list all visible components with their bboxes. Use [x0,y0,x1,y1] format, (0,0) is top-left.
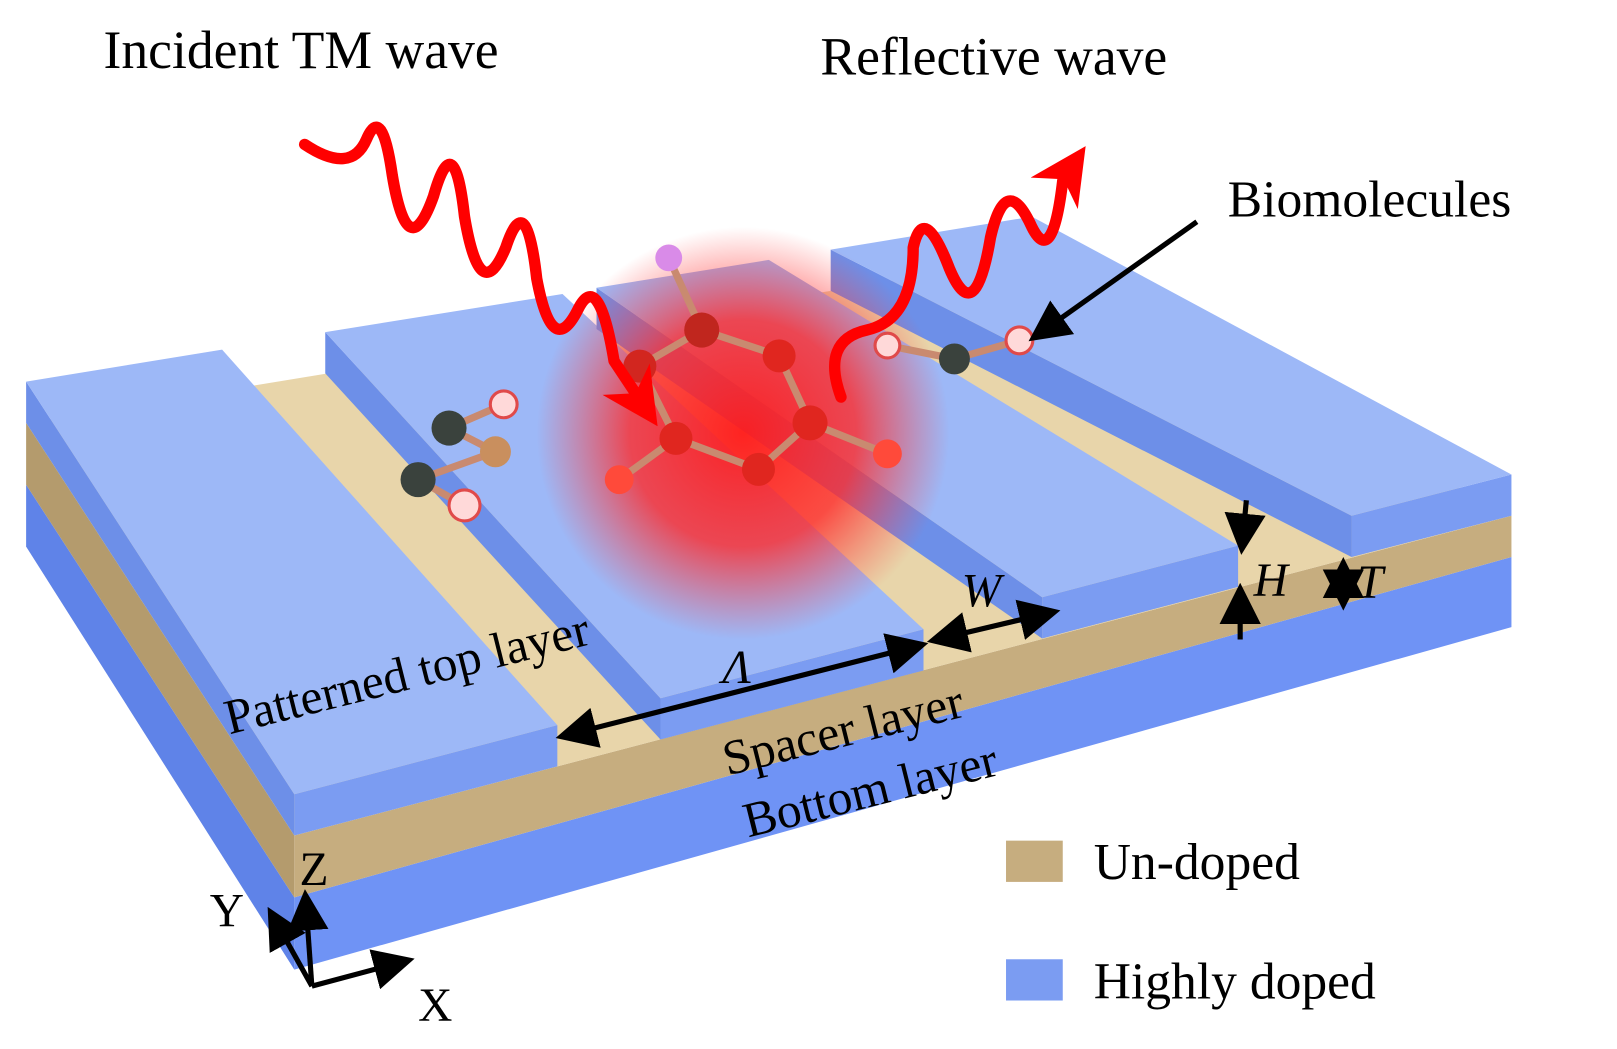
legend-label: Un-doped [1094,834,1300,891]
strip-side [830,249,1352,557]
strip-top [26,349,558,795]
axis-label: Z [299,844,328,896]
x-axis-arrow [311,949,415,990]
thickness-label: T [1357,557,1387,609]
reflective-wave [828,146,1086,403]
strip-front [1351,474,1512,557]
legend-label: Highly doped [1094,953,1376,1010]
atom [762,339,796,373]
biomolecules-label: Biomolecules [1228,172,1512,229]
atom [873,331,902,360]
field-glow [536,226,950,640]
strip-front [294,725,558,836]
atoms [400,244,1035,523]
axis-label: Y [210,885,244,937]
bottom-layer-front [294,556,1512,970]
z-axis-arrow [287,889,329,987]
period-label: Λ [718,642,751,694]
atom [1004,325,1035,356]
height-arrow [1224,500,1266,555]
atom [659,421,693,455]
atom [479,436,511,468]
atom [792,405,828,441]
atom [872,439,902,469]
atom [684,312,720,348]
incident-label: Incident TM wave [103,20,498,80]
reflective-label: Reflective wave [820,26,1167,86]
atom [938,343,970,375]
atom [655,244,683,272]
axis-label: X [418,980,452,1032]
legend-swatch [1006,959,1063,1001]
strip-top [830,216,1512,516]
strip-front [1042,545,1239,639]
strip-side [26,381,295,836]
height-label: H [1253,555,1291,607]
atom [431,410,467,446]
legend-swatch [1006,840,1063,882]
bottom-layer-side [26,484,295,970]
incident-wave [298,121,658,427]
biomolecule-pointer [1028,219,1199,342]
strip [830,216,1512,557]
atom [400,462,436,498]
width-arrow [926,599,1061,653]
dimension-arrows [267,219,1364,990]
atom [741,452,775,486]
atom [604,465,634,495]
atom [447,488,482,523]
spacer-layer-side [26,422,295,898]
period-arrow [555,633,929,748]
atom [488,389,519,420]
y-axis-arrow [267,906,315,988]
strip [26,349,558,836]
width-label: W [962,566,1006,618]
